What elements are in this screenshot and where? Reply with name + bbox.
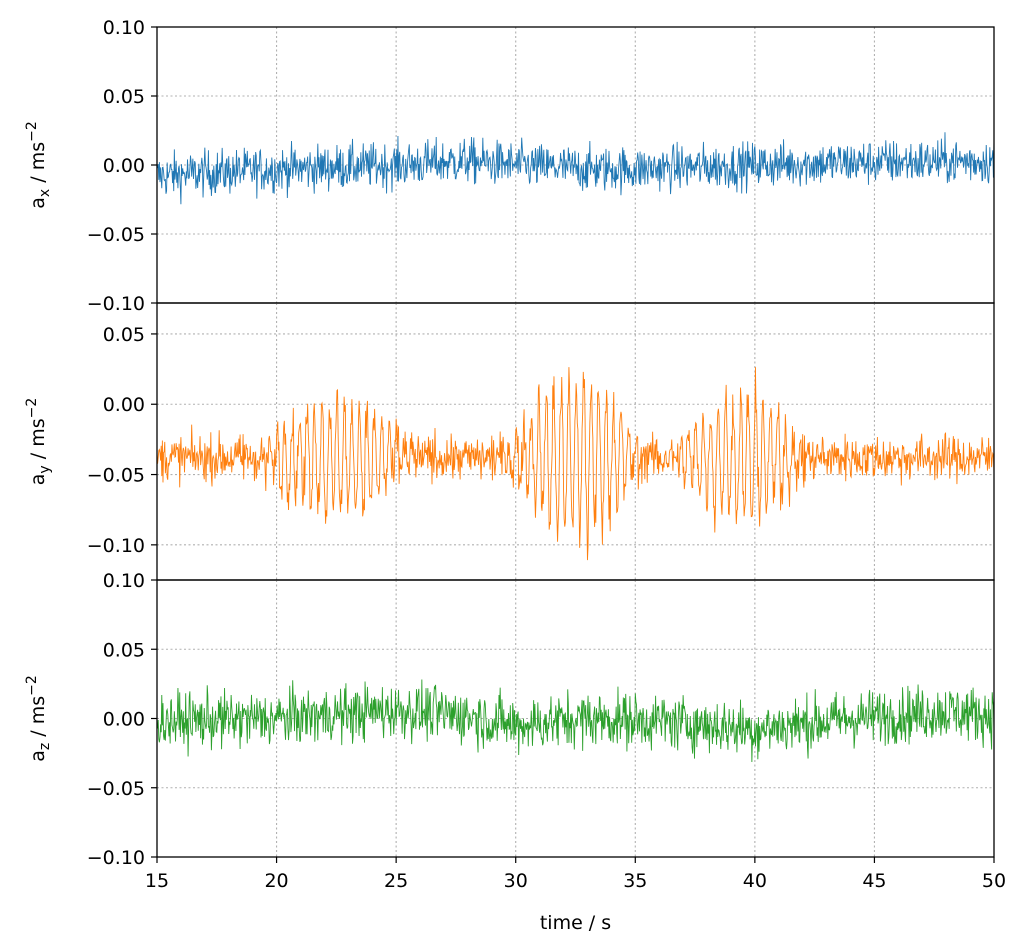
y-axis-label: ax / ms−2 <box>24 121 53 208</box>
y-axis-label: ay / ms−2 <box>24 398 53 485</box>
y-tick-label: −0.05 <box>87 778 145 800</box>
x-tick-label: 15 <box>145 870 169 892</box>
series-line <box>157 132 994 205</box>
x-tick-label: 50 <box>982 870 1006 892</box>
y-tick-label: −0.10 <box>87 847 145 869</box>
x-tick-label: 45 <box>862 870 886 892</box>
y-tick-label: 0.00 <box>103 709 145 731</box>
panel-3: −0.10 −0.05 0.00 0.05 0.10 az / ms−2 15 20 25 30 3… <box>24 570 1006 934</box>
y-tick-label: 0.00 <box>103 155 145 177</box>
y-tick-label: 0.10 <box>103 570 145 592</box>
y-tick-label: 0.00 <box>103 394 145 416</box>
y-axis-label: az / ms−2 <box>24 675 53 762</box>
y-tick-label: −0.10 <box>87 535 145 557</box>
x-tick-label: 20 <box>264 870 288 892</box>
series-line <box>157 367 994 561</box>
x-tick-label: 30 <box>504 870 528 892</box>
y-tick-label: 0.10 <box>103 17 145 39</box>
x-tick-label: 40 <box>743 870 767 892</box>
series-line <box>157 679 994 763</box>
y-tick-label: 0.05 <box>103 324 145 346</box>
panel-2: −0.10 −0.05 0.00 0.05 ay / ms−2 <box>24 302 995 581</box>
axes-frame <box>156 302 995 581</box>
y-tick-label: −0.10 <box>87 293 145 315</box>
x-axis-label: time / s <box>540 912 611 934</box>
y-tick-label: −0.05 <box>87 465 145 487</box>
x-tick-label: 35 <box>623 870 647 892</box>
y-tick-label: 0.05 <box>103 86 145 108</box>
panel-1: −0.10 −0.05 0.00 0.05 0.10 ax / ms−2 <box>24 17 995 315</box>
x-tick-label: 25 <box>384 870 408 892</box>
y-tick-label: 0.05 <box>103 639 145 661</box>
y-tick-label: −0.05 <box>87 224 145 246</box>
